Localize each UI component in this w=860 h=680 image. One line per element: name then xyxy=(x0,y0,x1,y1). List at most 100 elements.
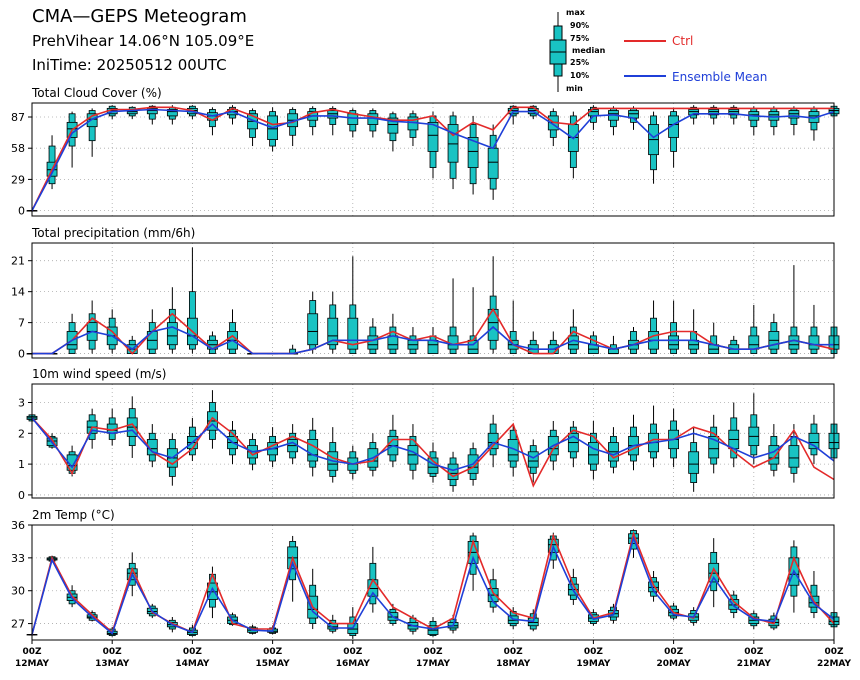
panel-title: Total Cloud Cover (%) xyxy=(31,86,162,100)
box-plot xyxy=(307,106,319,136)
panel-2: 10m wind speed (m/s) 0 1 2 3 xyxy=(18,367,840,502)
box-inner xyxy=(146,107,158,115)
box-plot xyxy=(327,291,339,354)
y-tick-label: 7 xyxy=(18,317,25,330)
box-plot xyxy=(628,106,639,130)
box-plot xyxy=(387,414,399,468)
box-plot xyxy=(166,433,178,486)
box-inner xyxy=(207,582,218,600)
y-tick-label: 21 xyxy=(11,255,25,268)
box-inner xyxy=(588,442,599,465)
legend-ctrl-line xyxy=(624,40,666,42)
box-inner xyxy=(708,562,720,583)
x-tick-hour: 00Z xyxy=(22,647,42,657)
x-tick-date: 19MAY xyxy=(576,659,611,669)
box-plot xyxy=(507,607,519,630)
ensemble-mean-line xyxy=(31,108,835,211)
location-label: PrehVihear 14.06°N 105.09°E xyxy=(32,32,255,50)
box-plot xyxy=(307,417,319,477)
y-tick-label: 36 xyxy=(11,519,25,532)
y-tick-label: 27 xyxy=(11,618,25,631)
box-plot xyxy=(106,408,118,446)
x-tick-hour: 00Z xyxy=(664,647,684,657)
box-plot xyxy=(588,420,599,480)
box-plot xyxy=(447,451,459,492)
ensemble-mean-line xyxy=(32,325,834,355)
box-plot xyxy=(407,110,419,147)
box-inner xyxy=(728,109,740,116)
box-plot xyxy=(567,568,579,605)
y-tick-label: 0 xyxy=(18,205,25,218)
box-plot xyxy=(668,108,679,168)
panel-0: Total Cloud Cover (%) 0 29 58 87 xyxy=(11,86,840,218)
box-inner xyxy=(387,335,399,350)
box-inner xyxy=(668,335,679,350)
x-tick-date: 13MAY xyxy=(95,659,130,669)
y-tick-label: 29 xyxy=(11,173,25,186)
box-plot xyxy=(648,111,659,184)
box-plot xyxy=(287,107,299,147)
y-tick-label: 0 xyxy=(18,348,25,361)
box-plot xyxy=(86,300,98,354)
panel-title: 10m wind speed (m/s) xyxy=(32,367,166,381)
box-plot xyxy=(748,106,760,136)
box-plot xyxy=(487,256,499,354)
box-inner xyxy=(367,335,379,350)
box-inner xyxy=(347,317,359,350)
box-plot xyxy=(347,256,359,354)
box-plot xyxy=(487,568,499,613)
box-plot xyxy=(788,424,800,483)
x-tick-hour: 00Z xyxy=(824,647,844,657)
ctrl-line xyxy=(31,416,835,488)
y-tick-label: 87 xyxy=(11,111,25,124)
box-key-p75: 75% xyxy=(570,34,590,43)
box-plot xyxy=(708,414,720,474)
box-plot xyxy=(608,335,619,355)
box-plot xyxy=(447,111,459,190)
box-plot xyxy=(708,538,720,608)
box-plot xyxy=(307,291,319,354)
box-inner xyxy=(467,137,479,168)
box-plot xyxy=(688,427,700,492)
box-inner xyxy=(788,445,800,468)
box-plot xyxy=(728,335,740,354)
y-tick-label: 2 xyxy=(18,427,25,440)
x-tick-date: 18MAY xyxy=(496,659,531,669)
y-tick-label: 0 xyxy=(18,489,25,502)
box-plot xyxy=(608,106,619,136)
box-plot xyxy=(768,424,780,477)
box-plot xyxy=(728,402,740,468)
box-plot xyxy=(708,322,720,354)
box-inner xyxy=(808,432,820,450)
box-plot xyxy=(788,106,800,136)
ensemble-mean-line xyxy=(31,535,835,635)
x-tick-hour: 00Z xyxy=(183,647,203,657)
panel-3: 2m Temp (°C) 27 30 33 36 xyxy=(11,508,840,641)
chart-title: CMA—GEPS Meteogram xyxy=(32,6,247,27)
box-plot xyxy=(768,313,780,354)
legend-mean-label: Ensemble Mean xyxy=(672,70,768,84)
box-plot xyxy=(808,106,820,141)
box-inner xyxy=(487,147,499,179)
x-tick-hour: 00Z xyxy=(584,647,604,657)
box-inner xyxy=(688,109,700,116)
box-inner xyxy=(427,339,439,354)
box-inner xyxy=(728,599,740,610)
box-plot xyxy=(808,414,820,465)
box-plot xyxy=(768,106,780,136)
box-inner xyxy=(668,115,679,138)
box-plot xyxy=(467,287,479,354)
y-tick-label: 33 xyxy=(11,552,25,565)
x-tick-date: 21MAY xyxy=(737,659,772,669)
ctrl-line xyxy=(32,307,835,355)
box-plot xyxy=(207,566,218,619)
panel-title: 2m Temp (°C) xyxy=(32,508,115,522)
box-key-p10: 10% xyxy=(570,71,590,80)
box-plot xyxy=(728,105,740,125)
panel-frame xyxy=(31,242,835,359)
y-tick-label: 58 xyxy=(11,142,25,155)
box-plot xyxy=(287,424,299,465)
box-inner xyxy=(307,313,319,346)
box-inner xyxy=(327,317,339,346)
